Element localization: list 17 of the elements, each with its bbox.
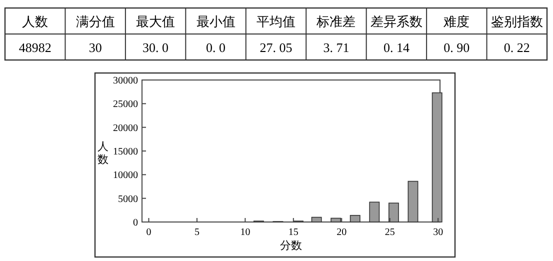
y-axis-title: 人数: [98, 141, 108, 166]
y-tick-label: 5000: [118, 194, 138, 205]
y-tick-label: 30000: [113, 76, 138, 86]
x-tick-label: 20: [336, 227, 347, 238]
y-tick-label: 15000: [113, 146, 138, 158]
x-tick-label: 15: [288, 227, 298, 238]
x-tick-label: 30: [433, 227, 444, 238]
y-tick-label: 25000: [113, 99, 138, 110]
y-tick-label: 0: [133, 218, 138, 228]
x-tick-label: 0: [146, 227, 152, 238]
y-tick-label: 20000: [113, 122, 138, 134]
x-axis-title: 分数: [280, 240, 302, 252]
x-tick-label: 25: [384, 227, 395, 238]
stats-table: 人数 满分值 最大值 最小值 平均值 标准差 差异系数 难度 鉴别指数 48982 30 30. 0 0. 0 27. 05 3. 71 0. 14 0. 90 0. 22: [4, 7, 548, 61]
x-tick-label: 10: [240, 227, 250, 238]
y-tick-label: 10000: [113, 170, 138, 182]
x-tick-label: 5: [194, 227, 200, 238]
